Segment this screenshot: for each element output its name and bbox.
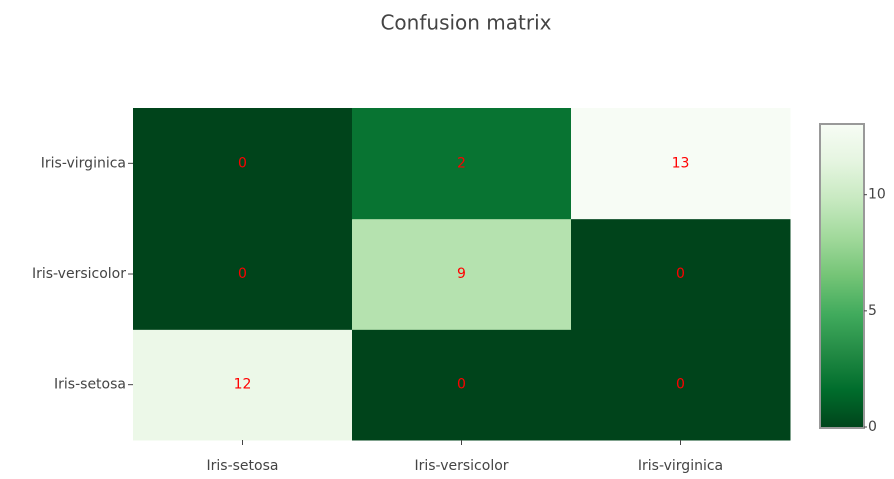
chart-title: Confusion matrix <box>380 11 551 35</box>
cell-label: 0 <box>676 377 685 393</box>
cell-label: 9 <box>457 266 466 282</box>
colorbar-tick-label: 10 <box>868 187 886 203</box>
cell-label: 0 <box>238 266 247 282</box>
y-tick-label: Iris-virginica <box>41 155 126 171</box>
heatmap-cell <box>571 108 791 220</box>
cell-label: 12 <box>234 377 252 393</box>
colorbar-tick-label: 5 <box>868 303 877 319</box>
heatmap-cell <box>352 108 572 220</box>
heatmap-cell <box>571 329 791 441</box>
heatmap-cell <box>133 218 353 330</box>
heatmap-cell <box>571 218 791 330</box>
colorbar <box>819 123 865 429</box>
x-tick-label: Iris-versicolor <box>414 458 508 474</box>
cell-label: 2 <box>457 155 466 171</box>
cell-label: 0 <box>238 155 247 171</box>
heatmap-cell <box>133 108 353 220</box>
x-tick-label: Iris-setosa <box>207 458 279 474</box>
heatmap-cell <box>352 329 572 441</box>
colorbar-tick-label: 0 <box>868 419 877 435</box>
x-tick-label: Iris-virginica <box>638 458 723 474</box>
cell-label: 13 <box>672 155 690 171</box>
y-tick-label: Iris-setosa <box>54 377 126 393</box>
heatmap-cell <box>133 329 353 441</box>
cell-label: 0 <box>676 266 685 282</box>
cell-label: 0 <box>457 377 466 393</box>
heatmap-cell <box>352 218 572 330</box>
y-tick-label: Iris-versicolor <box>32 266 126 282</box>
